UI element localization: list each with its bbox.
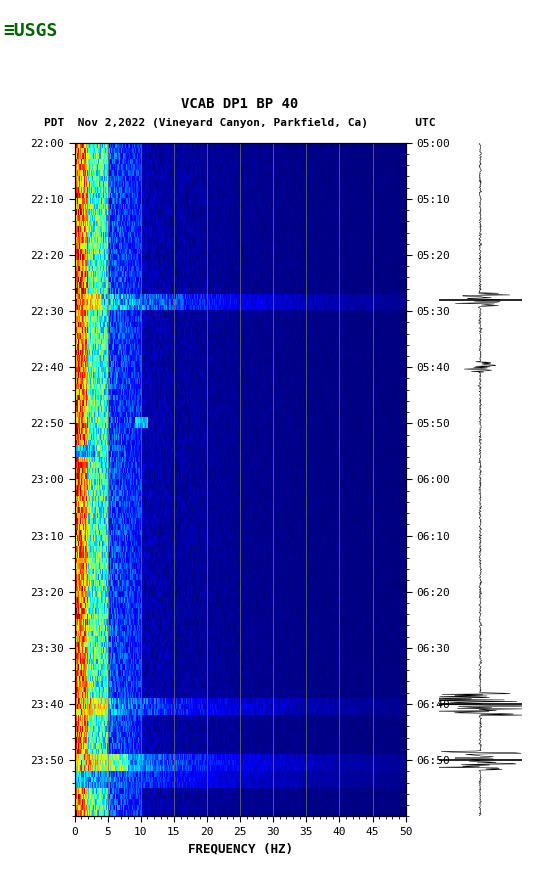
X-axis label: FREQUENCY (HZ): FREQUENCY (HZ)	[188, 842, 293, 855]
Text: VCAB DP1 BP 40: VCAB DP1 BP 40	[182, 97, 299, 112]
Text: PDT  Nov 2,2022 (Vineyard Canyon, Parkfield, Ca)       UTC: PDT Nov 2,2022 (Vineyard Canyon, Parkfie…	[44, 118, 436, 128]
Text: ≡USGS: ≡USGS	[3, 22, 57, 40]
